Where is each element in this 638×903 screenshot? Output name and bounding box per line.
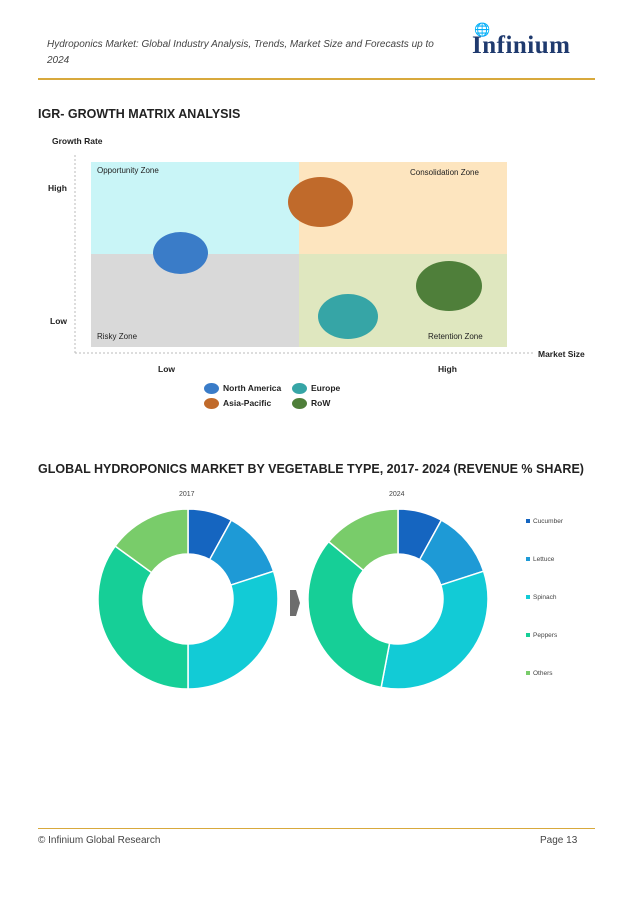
legend-asia-pacific-dot <box>204 398 219 410</box>
legend-row-label: RoW <box>311 398 331 408</box>
infinium-logo: 🌐 Infinium <box>472 22 588 62</box>
donut-2017 <box>97 508 279 690</box>
document-header-title: Hydroponics Market: Global Industry Anal… <box>47 39 434 66</box>
legend-asia-pacific-label: Asia-Pacific <box>223 398 272 408</box>
footer-rule <box>38 828 595 829</box>
row-bubble <box>416 261 482 311</box>
risky-zone-label: Risky Zone <box>97 332 138 341</box>
legend-europe-label: Europe <box>311 383 341 393</box>
legend-europe: Europe <box>292 383 341 395</box>
consolidation-zone-label: Consolidation Zone <box>410 168 479 177</box>
donut-section-title: GLOBAL HYDROPONICS MARKET BY VEGETABLE T… <box>38 462 584 476</box>
donut-legend-label: Lettuce <box>533 556 555 563</box>
header-rule <box>38 78 595 80</box>
legend-europe-dot <box>292 383 307 395</box>
donut-legend-swatch <box>526 671 530 676</box>
donut-2024-slice-peppers <box>307 540 391 689</box>
donut-2017-slice-spinach <box>187 570 279 690</box>
legend-row: RoW <box>292 398 331 410</box>
legend-asia-pacific: Asia-Pacific <box>204 398 272 410</box>
donut-legend-item-cucumber: Cucumber <box>526 518 563 525</box>
x-low-label: Low <box>158 364 175 374</box>
donut-legend-item-spinach: Spinach <box>526 594 557 601</box>
donut-2024-slice-spinach <box>380 570 489 690</box>
donut-2017-title: 2017 <box>179 491 195 498</box>
europe-bubble <box>318 294 378 339</box>
donut-2024-title: 2024 <box>389 491 405 498</box>
donut-legend-item-peppers: Peppers <box>526 632 557 639</box>
donut-legend-label: Spinach <box>533 594 557 601</box>
legend-north-america: North America <box>204 383 282 395</box>
donut-legend-swatch <box>526 633 530 638</box>
y-low-label: Low <box>50 316 67 326</box>
globe-icon: 🌐 <box>474 22 491 37</box>
donut-charts <box>97 508 489 690</box>
x-high-label: High <box>438 364 457 374</box>
footer-copyright: © Infinium Global Research <box>38 835 161 846</box>
donut-2024 <box>307 508 489 690</box>
page-number: Page 13 <box>540 835 578 846</box>
donut-legend-label: Others <box>533 670 553 677</box>
donut-legend-swatch <box>526 595 530 600</box>
donut-2017-slice-others <box>114 508 189 574</box>
legend-north-america-dot <box>204 383 219 395</box>
legend-north-america-label: North America <box>223 383 282 393</box>
donut-legend-item-others: Others <box>526 670 553 677</box>
donut-2024-slice-others <box>327 508 399 572</box>
logo-text: Infinium <box>472 32 571 59</box>
matrix-axes <box>74 155 534 354</box>
donut-legend-label: Peppers <box>533 632 558 639</box>
retention-zone-label: Retention Zone <box>428 332 483 341</box>
y-high-label: High <box>48 183 67 193</box>
donut-legend-swatch <box>526 557 530 562</box>
donut-2017-slice-peppers <box>97 545 189 690</box>
donut-legend-swatch <box>526 519 530 524</box>
arrow-icon <box>290 590 300 616</box>
north-america-bubble <box>153 232 208 274</box>
legend-row-dot <box>292 398 307 410</box>
x-axis-label: Market Size <box>538 349 585 359</box>
asia-pacific-bubble <box>288 177 353 227</box>
donut-legend-item-lettuce: Lettuce <box>526 556 554 563</box>
opportunity-zone-label: Opportunity Zone <box>97 166 159 175</box>
donut-legend-label: Cucumber <box>533 518 563 525</box>
matrix-section-title: IGR- GROWTH MATRIX ANALYSIS <box>38 107 241 121</box>
y-axis-label: Growth Rate <box>52 136 103 146</box>
